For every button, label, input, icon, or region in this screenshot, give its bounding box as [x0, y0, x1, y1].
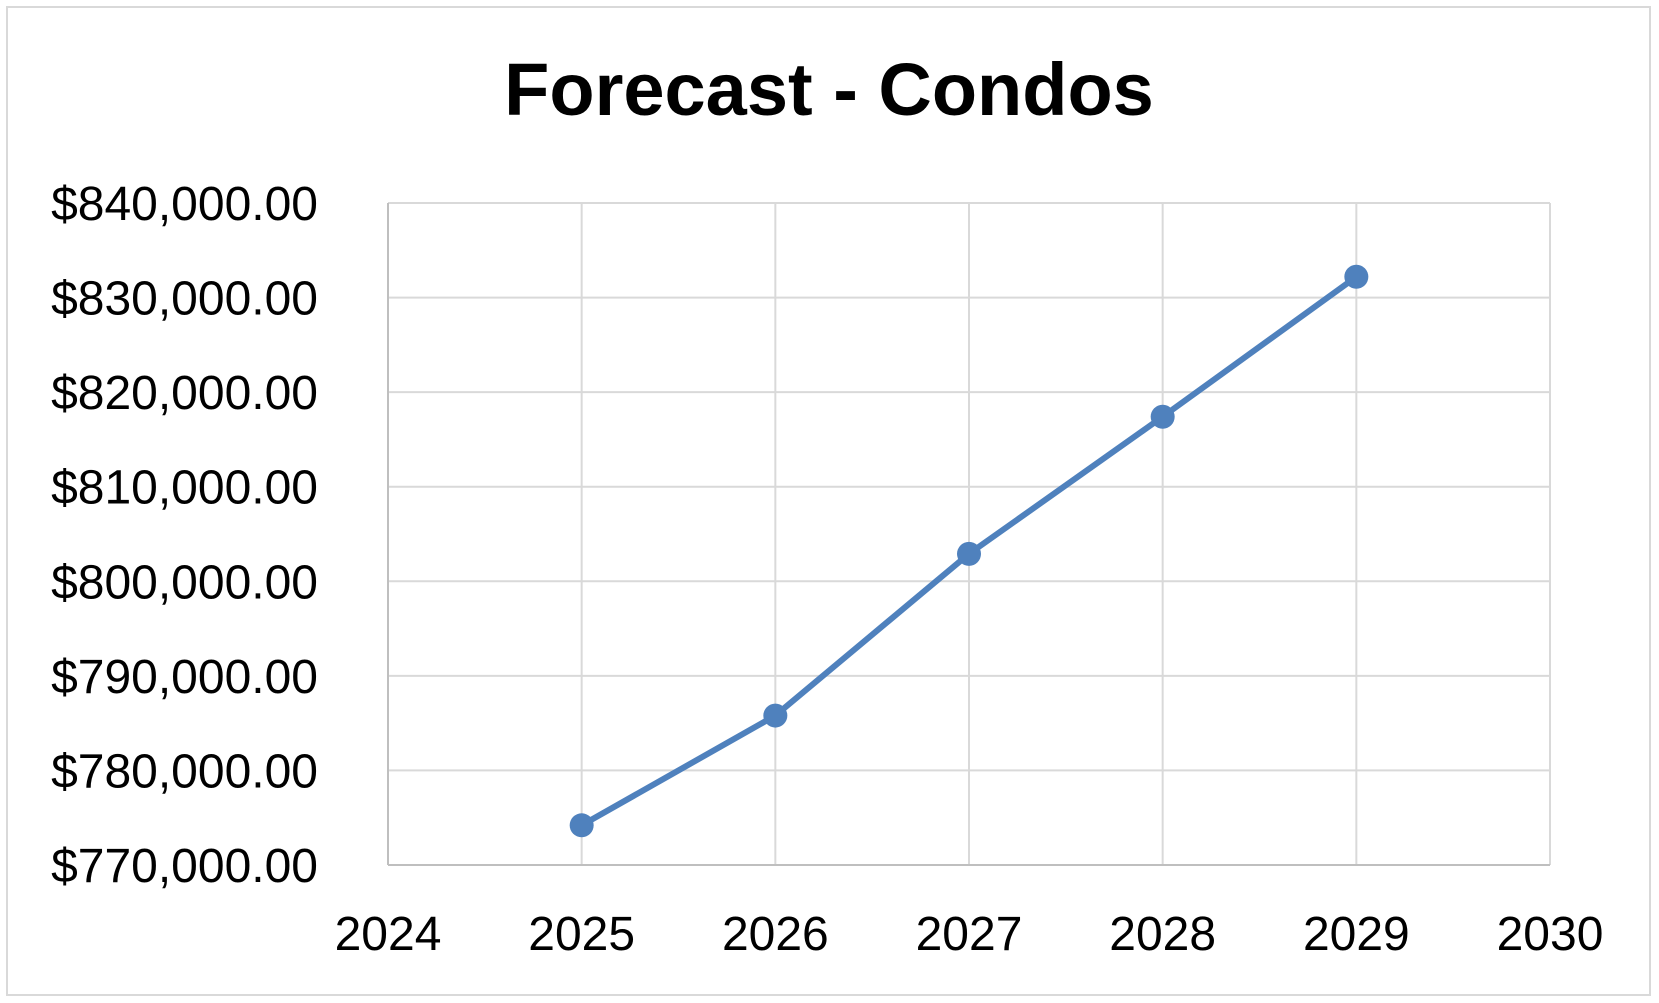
chart-frame [6, 6, 1651, 996]
x-tick-label: 2024 [335, 908, 442, 961]
x-tick-label: 2026 [722, 908, 829, 961]
y-tick-label: $820,000.00 [51, 367, 318, 420]
x-axis-tick-labels: 2024 2025 2026 2027 2028 2029 2030 [335, 908, 1604, 961]
y-tick-label: $790,000.00 [51, 651, 318, 704]
x-tick-label: 2030 [1497, 908, 1604, 961]
data-point-marker [1150, 404, 1175, 429]
data-series [569, 264, 1369, 838]
axes [387, 203, 1550, 866]
gridlines [387, 202, 1551, 866]
y-tick-label: $800,000.00 [51, 556, 318, 609]
x-tick-label: 2028 [1109, 908, 1216, 961]
y-tick-label: $810,000.00 [51, 462, 318, 515]
x-tick-label: 2025 [528, 908, 635, 961]
chart-title: Forecast - Condos [504, 48, 1154, 131]
y-tick-label: $780,000.00 [51, 745, 318, 798]
data-point-marker [1344, 264, 1369, 289]
data-point-marker [957, 541, 981, 566]
data-point-marker [569, 813, 594, 838]
y-tick-label: $840,000.00 [51, 178, 318, 231]
y-axis-tick-labels: $770,000.00 $780,000.00 $790,000.00 $800,00… [51, 178, 318, 893]
x-tick-label: 2027 [916, 908, 1023, 961]
y-tick-label: $770,000.00 [51, 840, 318, 893]
x-tick-label: 2029 [1303, 908, 1410, 961]
data-point-marker [763, 703, 788, 728]
y-tick-label: $830,000.00 [51, 273, 318, 326]
